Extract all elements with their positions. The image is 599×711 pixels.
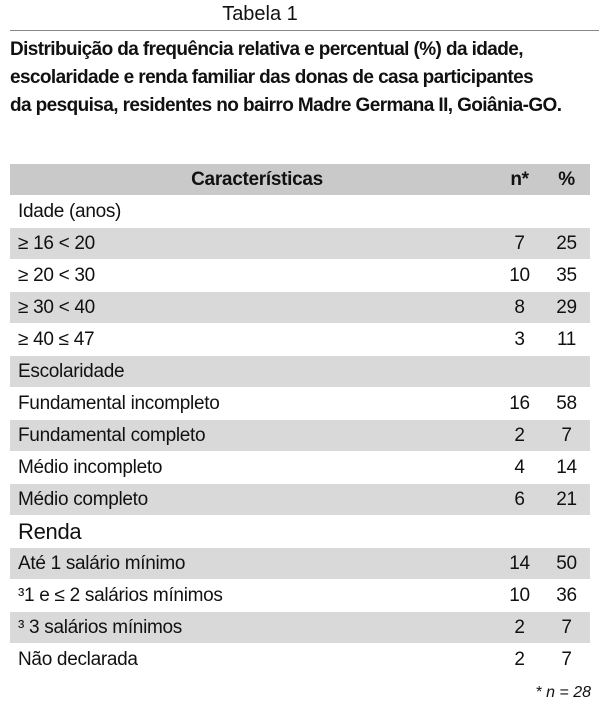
empty-cell	[543, 516, 590, 547]
table-row: Fundamental incompleto 16 58	[10, 388, 590, 419]
cell: 8	[496, 292, 544, 323]
table-row: Fundamental completo 2 7	[10, 420, 590, 451]
table-row: ≥ 20 < 30 10 35	[10, 260, 590, 291]
table: Características n*% Idade (anos) ≥ 16 < 20…	[10, 163, 590, 676]
row-label: ≥ 40 ≤ 47	[18, 328, 95, 350]
row-label: Fundamental incompleto	[18, 392, 220, 414]
row-label: Idade (anos)	[18, 200, 122, 222]
cell: 7	[561, 648, 572, 670]
cell: 2	[496, 420, 544, 451]
row-label: Não declarada	[18, 648, 138, 670]
cell: 2	[496, 612, 544, 643]
table-row: Até 1 salário mínimo 14 50	[10, 548, 590, 579]
cell: 3	[514, 328, 525, 350]
cell: 35	[556, 264, 577, 286]
empty-cell	[496, 516, 543, 547]
table-body: Idade (anos) ≥ 16 < 20 7 25 ≥ 20 < 30 10 35 ≥ 3…	[10, 196, 590, 675]
empty-cell	[496, 356, 544, 387]
cell: 4	[514, 456, 525, 478]
row-label: ≥ 20 < 30	[18, 264, 95, 286]
table-row: Escolaridade	[10, 356, 590, 387]
caption-line: escolaridade e renda familiar das donas …	[10, 67, 534, 88]
table-title: Tabela 1	[222, 3, 298, 25]
row-label: ³1 e ≤ 2 salários mínimos	[18, 584, 223, 606]
footnote: * n = 28	[535, 684, 591, 701]
cell: 7	[496, 228, 544, 259]
cell: 10	[509, 584, 530, 606]
table-row: Médio incompleto 4 14	[10, 452, 590, 483]
table-row: Renda	[10, 516, 590, 547]
cell: 7	[543, 420, 590, 451]
cell: 21	[543, 484, 590, 515]
table-row: ≥ 40 ≤ 47 3 11	[10, 324, 590, 355]
column-header: %	[543, 164, 590, 195]
row-label: Fundamental completo	[10, 420, 497, 451]
table-row: Médio completo 6 21	[10, 484, 590, 515]
row-label: ≥ 16 < 20	[10, 228, 497, 259]
caption-line: da pesquisa, residentes no bairro Madre …	[10, 95, 562, 116]
caption: Distribuição da frequência relativa e pe…	[10, 36, 562, 120]
table-row: ≥ 30 < 40 8 29	[10, 292, 590, 323]
cell: 50	[543, 548, 590, 579]
cell: 16	[509, 392, 530, 414]
row-label: ≥ 30 < 40	[10, 292, 497, 323]
caption-line: Distribuição da frequência relativa e pe…	[10, 39, 524, 60]
cell: 36	[556, 584, 577, 606]
row-label: Médio incompleto	[18, 456, 163, 478]
row-label: ³ 3 salários mínimos	[10, 612, 497, 643]
table-row: ³1 e ≤ 2 salários mínimos 10 36	[10, 580, 590, 611]
empty-cell	[496, 196, 543, 227]
cell: 29	[543, 292, 590, 323]
row-label: Médio completo	[10, 484, 497, 515]
table-row: ≥ 16 < 20 7 25	[10, 228, 590, 259]
cell: 25	[543, 228, 590, 259]
cell: 58	[556, 392, 577, 414]
cell: 14	[556, 456, 577, 478]
table-row: ³ 3 salários mínimos 2 7	[10, 612, 590, 643]
row-label: Até 1 salário mínimo	[10, 548, 497, 579]
cell: 11	[556, 328, 577, 350]
empty-cell	[543, 196, 590, 227]
header-row: Características n*%	[10, 164, 590, 195]
empty-cell	[543, 356, 590, 387]
rule	[10, 30, 599, 31]
table-row: Idade (anos)	[10, 196, 590, 227]
column-header: Características	[10, 164, 497, 195]
cell: 6	[496, 484, 544, 515]
row-label: Escolaridade	[10, 356, 497, 387]
cell: 14	[496, 548, 544, 579]
cell: 10	[509, 264, 530, 286]
table-row: Não declarada 2 7	[10, 644, 590, 675]
row-label: Renda	[18, 518, 82, 544]
cell: 7	[543, 612, 590, 643]
column-header: n*	[496, 164, 544, 195]
cell: 2	[514, 648, 525, 670]
